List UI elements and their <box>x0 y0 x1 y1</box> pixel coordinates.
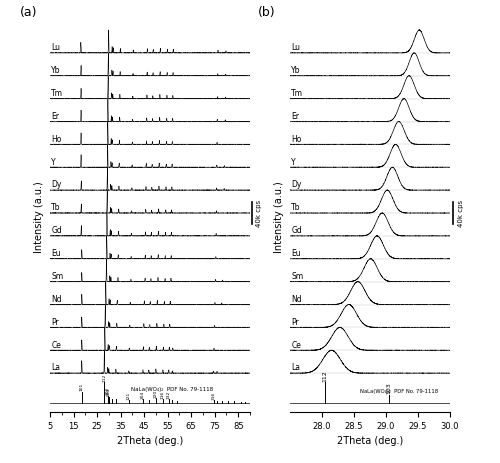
Text: 004: 004 <box>107 388 111 396</box>
Text: 200: 200 <box>106 387 110 395</box>
Text: 121: 121 <box>127 392 131 400</box>
Text: Lu: Lu <box>51 43 60 52</box>
Text: Tm: Tm <box>292 89 304 98</box>
Text: Eu: Eu <box>292 249 301 258</box>
Text: NaLa(WO₄)₂  PDF No. 79-1118: NaLa(WO₄)₂ PDF No. 79-1118 <box>132 388 214 393</box>
Text: La: La <box>292 363 300 373</box>
Text: Tm: Tm <box>51 89 63 98</box>
Text: Yb: Yb <box>51 66 60 75</box>
Text: Gd: Gd <box>292 226 302 235</box>
Text: Tb: Tb <box>51 203 60 213</box>
Text: Yb: Yb <box>292 66 301 75</box>
Text: Tb: Tb <box>292 203 301 213</box>
Text: Ce: Ce <box>292 341 301 350</box>
Text: 316: 316 <box>212 391 216 400</box>
Text: 112: 112 <box>102 374 106 382</box>
Text: Nd: Nd <box>292 295 302 304</box>
Text: 101: 101 <box>80 383 84 391</box>
Y-axis label: Intensity (a.u.): Intensity (a.u.) <box>274 182 284 253</box>
Text: Y: Y <box>292 157 296 167</box>
Text: Nd: Nd <box>51 295 62 304</box>
Text: 220: 220 <box>154 390 158 398</box>
Text: Ho: Ho <box>51 135 62 144</box>
Text: Gd: Gd <box>51 226 62 235</box>
Text: 132: 132 <box>167 390 171 399</box>
Text: 40k cps: 40k cps <box>256 200 262 226</box>
Text: Y: Y <box>51 157 56 167</box>
Text: Pr: Pr <box>292 318 299 327</box>
Text: (b): (b) <box>258 6 276 19</box>
Text: Lu: Lu <box>292 43 300 52</box>
Text: Pr: Pr <box>51 318 59 327</box>
Text: Eu: Eu <box>51 249 61 258</box>
Text: Sm: Sm <box>51 272 64 281</box>
Text: 204: 204 <box>141 390 145 399</box>
Text: 103: 103 <box>386 383 392 394</box>
Text: Sm: Sm <box>292 272 304 281</box>
Text: Ho: Ho <box>292 135 302 144</box>
Text: 116: 116 <box>161 390 165 399</box>
Text: Dy: Dy <box>292 181 302 189</box>
Text: La: La <box>51 363 60 373</box>
Text: Ce: Ce <box>51 341 61 350</box>
Text: 112: 112 <box>322 370 328 382</box>
Text: (a): (a) <box>20 6 38 19</box>
X-axis label: 2Theta (deg.): 2Theta (deg.) <box>337 436 403 446</box>
Text: Er: Er <box>51 112 59 121</box>
Text: 40k cps: 40k cps <box>458 200 464 226</box>
X-axis label: 2Theta (deg.): 2Theta (deg.) <box>117 436 183 446</box>
Text: NaLa(WO₄)₂  PDF No. 79-1118: NaLa(WO₄)₂ PDF No. 79-1118 <box>360 388 438 394</box>
Text: Dy: Dy <box>51 181 62 189</box>
Y-axis label: Intensity (a.u.): Intensity (a.u.) <box>34 182 44 253</box>
Text: Er: Er <box>292 112 300 121</box>
